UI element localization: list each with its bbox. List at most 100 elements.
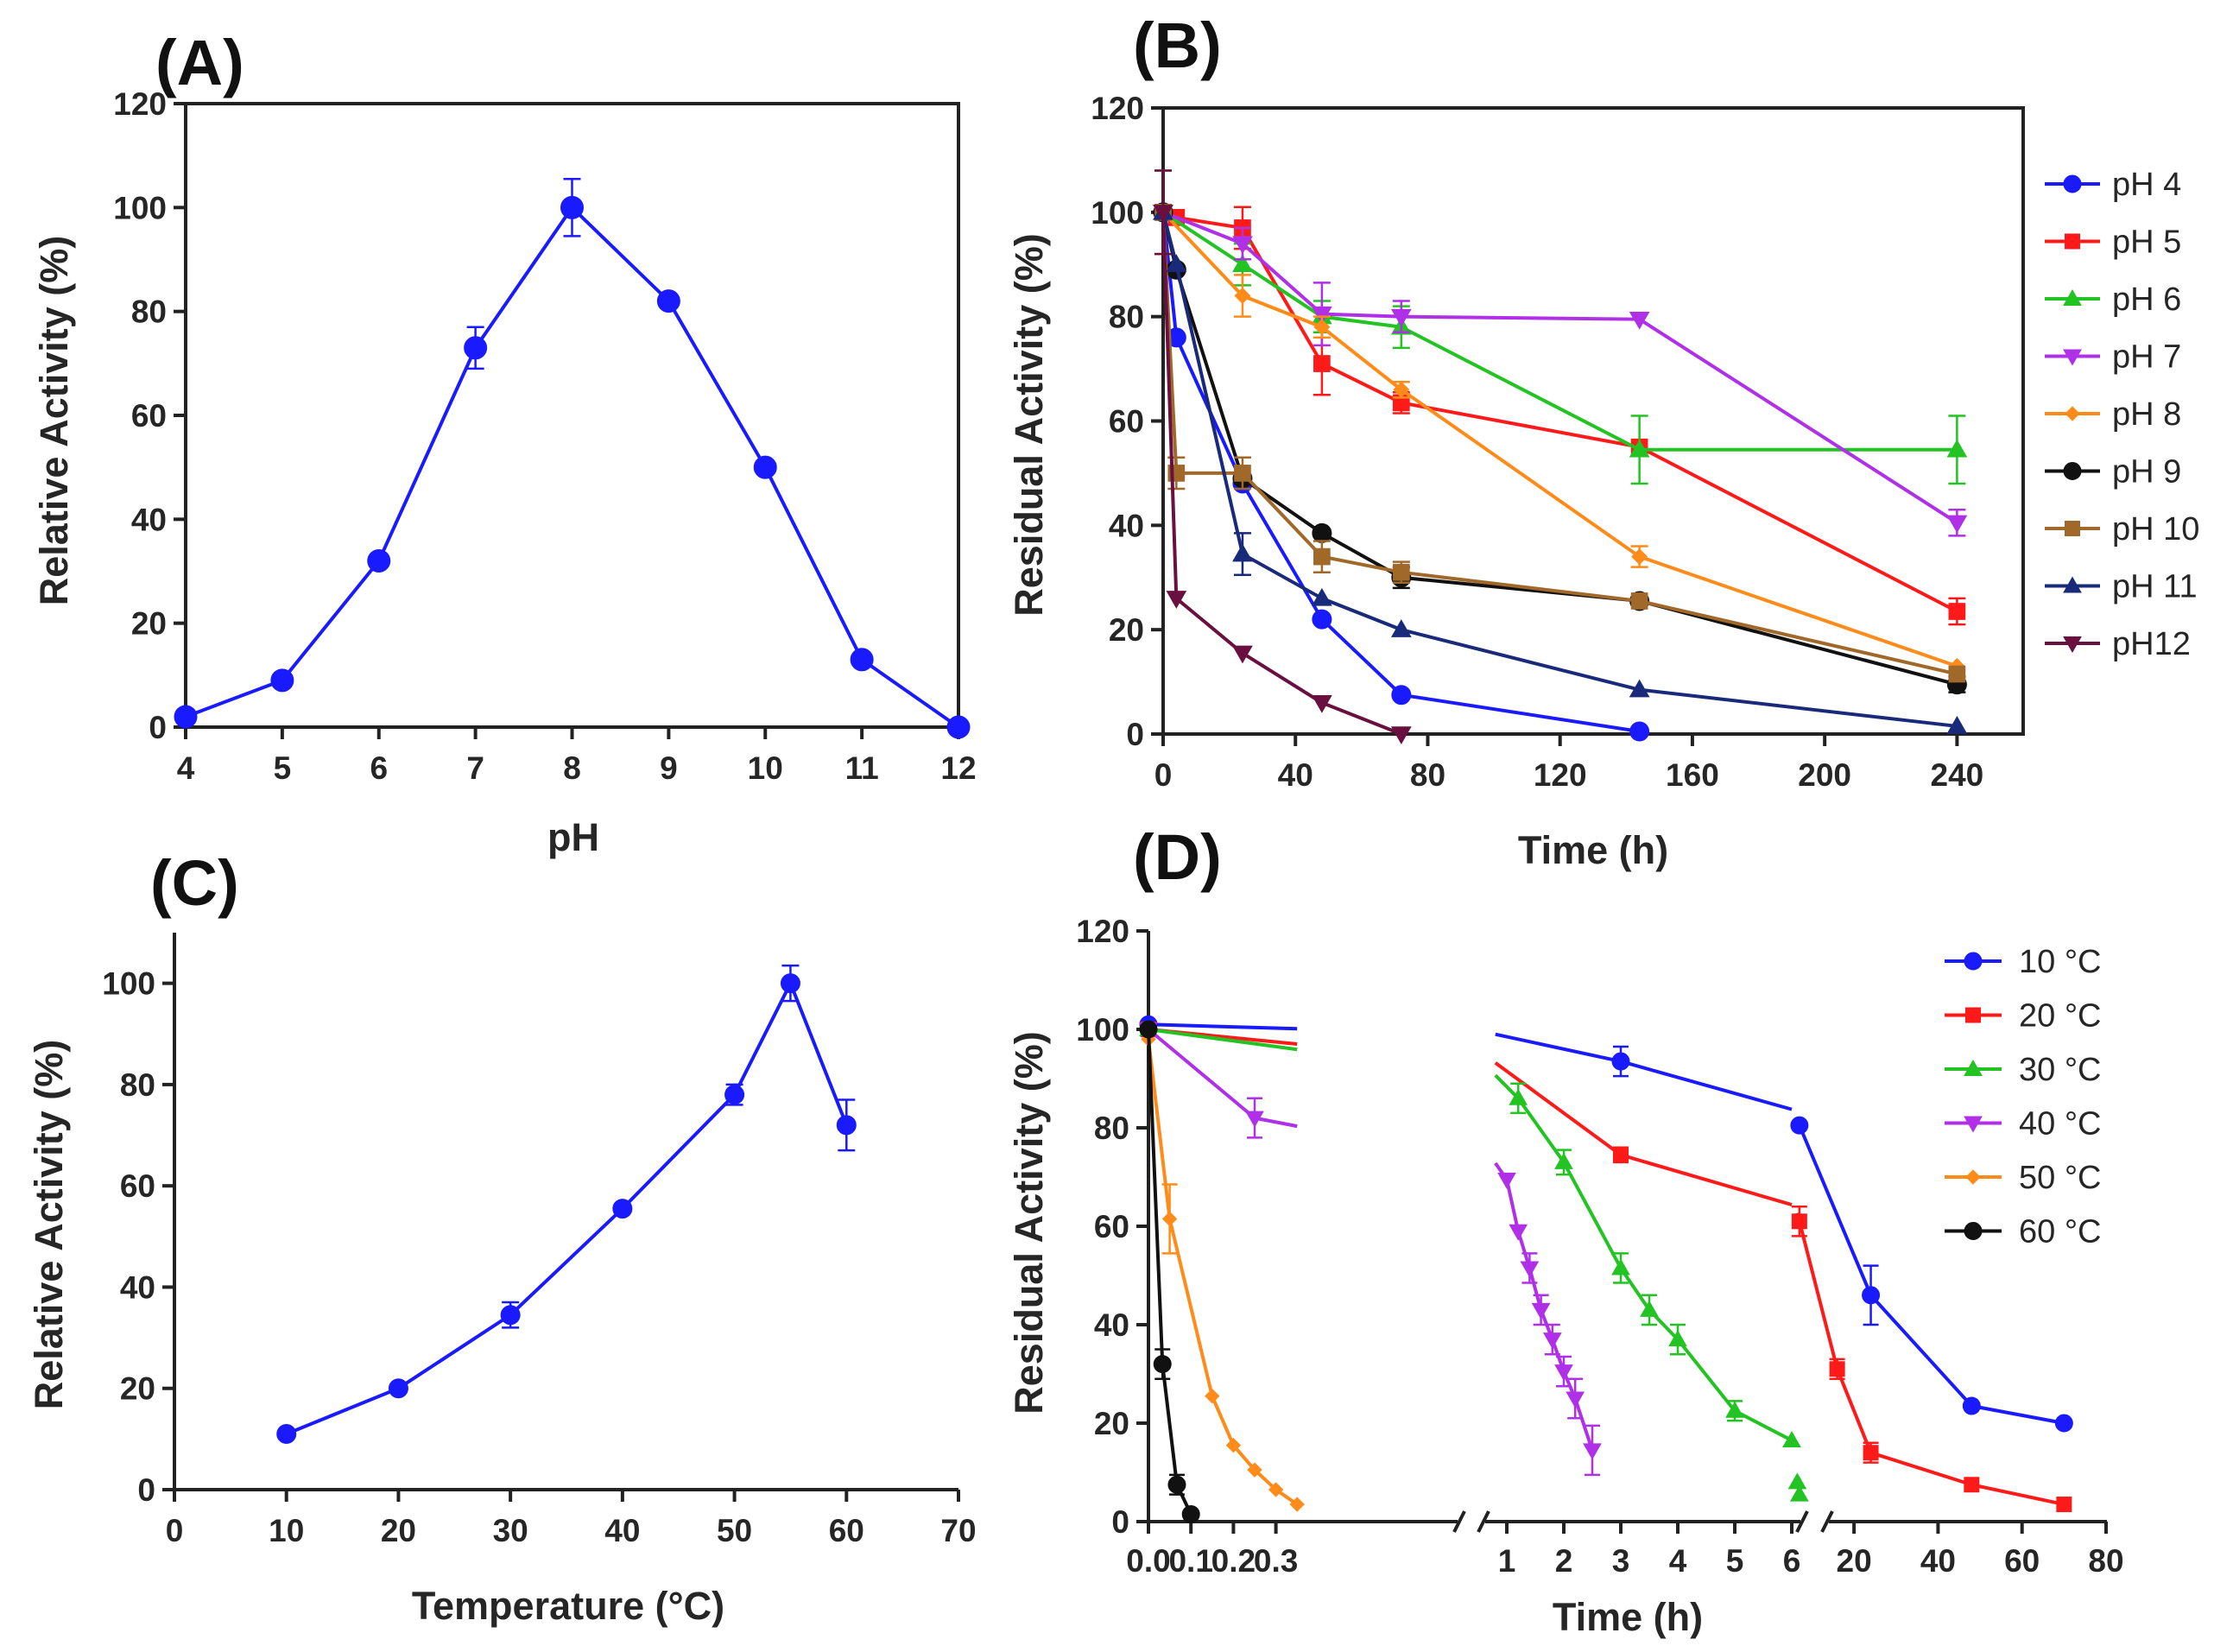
y-tick-label: 40	[131, 502, 167, 537]
x-tick-label: 240	[1931, 757, 1984, 793]
data-point	[1531, 1302, 1551, 1320]
series-line	[1494, 1061, 1623, 1156]
x-tick-label: 40	[1920, 1543, 1956, 1579]
legend-swatch-marker	[1965, 1169, 1981, 1185]
x-tick-label: 0.1	[1168, 1543, 1212, 1579]
y-tick-label: 20	[131, 606, 167, 642]
legend-label: pH 5	[2112, 225, 2181, 261]
x-tick-label: 70	[940, 1513, 976, 1548]
data-point	[1153, 205, 1173, 223]
legend-label: pH 6	[2112, 282, 2181, 318]
panel-a-y-axis-title: Relative Activity (%)	[32, 236, 76, 605]
x-tick-label: 0.3	[1254, 1543, 1298, 1579]
data-point	[276, 1424, 297, 1444]
x-tick-label: 1	[1498, 1543, 1516, 1579]
panel-c-x-axis-title: Temperature (°C)	[412, 1584, 724, 1628]
series-line	[1869, 1294, 1973, 1408]
panel-d-label: (D)	[1133, 821, 1222, 893]
legend-swatch-marker	[1964, 1222, 1983, 1240]
axis-break-mark	[1477, 1510, 1490, 1533]
legend-label: 30 °C	[2019, 1052, 2101, 1088]
data-point	[1829, 1361, 1845, 1377]
data-point	[1312, 695, 1332, 713]
legend-label: pH 10	[2112, 511, 2199, 548]
series-line	[1254, 1116, 1298, 1129]
legend-item: pH 7	[2045, 339, 2181, 376]
x-tick-label: 40	[1278, 757, 1313, 793]
x-tick-label: 3	[1612, 1543, 1630, 1579]
y-tick-label: 0	[1111, 1504, 1129, 1540]
panel-a-label: (A)	[155, 27, 244, 98]
x-tick-label: 30	[493, 1513, 528, 1548]
legend-item: pH 9	[2045, 454, 2181, 491]
series-line	[1167, 1218, 1214, 1397]
legend-label: 10 °C	[2019, 944, 2101, 980]
data-point	[656, 289, 680, 313]
x-tick-label: 40	[604, 1513, 640, 1548]
data-point	[1205, 1388, 1220, 1404]
data-point	[1313, 548, 1331, 566]
data-point	[1392, 563, 1410, 581]
series-line	[1573, 1397, 1594, 1451]
data-point	[1153, 1355, 1172, 1374]
legend-swatch-marker	[2063, 636, 2082, 654]
series-line	[1620, 1153, 1793, 1206]
y-tick-label: 100	[1076, 1012, 1129, 1048]
panel-b-y-axis-title: Residual Activity (%)	[1007, 233, 1051, 616]
y-tick-label: 120	[1091, 91, 1144, 126]
panel-d-x-axis-title: Time (h)	[1553, 1595, 1703, 1639]
legend-label: 50 °C	[2019, 1160, 2101, 1196]
data-point	[1946, 515, 1968, 534]
x-tick-label: 5	[1726, 1543, 1744, 1579]
data-point	[612, 1199, 633, 1219]
series-line	[1798, 1124, 1873, 1296]
data-point	[1247, 1462, 1262, 1478]
panel-a-x-axis-title: pH	[547, 815, 599, 859]
y-tick-label: 0	[1126, 717, 1144, 752]
series-line	[1620, 1060, 1793, 1111]
series-line	[1835, 1368, 1873, 1453]
panel-a-plot: 0 20 40 60 80 100 120 4 5 6 7 8 9 10 11 12	[113, 86, 976, 786]
y-tick-label: 40	[1094, 1307, 1129, 1343]
data-point	[1640, 1300, 1659, 1317]
y-tick-label: 80	[120, 1067, 155, 1103]
legend-item: pH 8	[2045, 396, 2181, 433]
y-tick-label: 0	[149, 710, 167, 745]
y-tick-label: 120	[113, 86, 167, 122]
data-point	[1948, 665, 1966, 683]
legend-item: 20 °C	[1945, 998, 2101, 1035]
data-point	[1554, 1152, 1573, 1169]
x-tick-label: 80	[1410, 757, 1445, 793]
legend-swatch-marker	[2063, 576, 2082, 593]
data-point	[1554, 1364, 1573, 1382]
legend-item: pH 11	[2045, 569, 2198, 605]
series-line	[1869, 1451, 1972, 1487]
x-tick-label: 10	[269, 1513, 304, 1548]
data-point	[1390, 308, 1412, 327]
axis-break-mark	[1820, 1510, 1834, 1533]
data-point	[1166, 591, 1187, 609]
data-point	[1611, 1052, 1630, 1071]
data-point	[1566, 1391, 1585, 1408]
legend-swatch-marker	[2063, 288, 2082, 306]
series-line	[1495, 1032, 1622, 1064]
panel-c-y-axis-title: Relative Activity (%)	[27, 1040, 71, 1409]
series-pH-8	[1154, 204, 1965, 674]
series-line	[1148, 1028, 1298, 1052]
series-line	[1619, 1267, 1651, 1312]
series-line	[1562, 1161, 1623, 1269]
series-line	[1162, 210, 1958, 524]
panel-c-label: (C)	[150, 847, 239, 919]
y-tick-label: 40	[1109, 508, 1144, 543]
legend-item: 50 °C	[1945, 1160, 2101, 1196]
x-tick-label: 6	[370, 750, 388, 786]
data-point	[388, 1378, 408, 1399]
legend-item: pH 6	[2045, 282, 2181, 318]
x-tick-label: 20	[381, 1513, 416, 1548]
series-line	[1147, 1028, 1256, 1120]
series-line	[1231, 1444, 1256, 1472]
data-point	[1313, 355, 1331, 372]
series-line	[1147, 1039, 1172, 1219]
